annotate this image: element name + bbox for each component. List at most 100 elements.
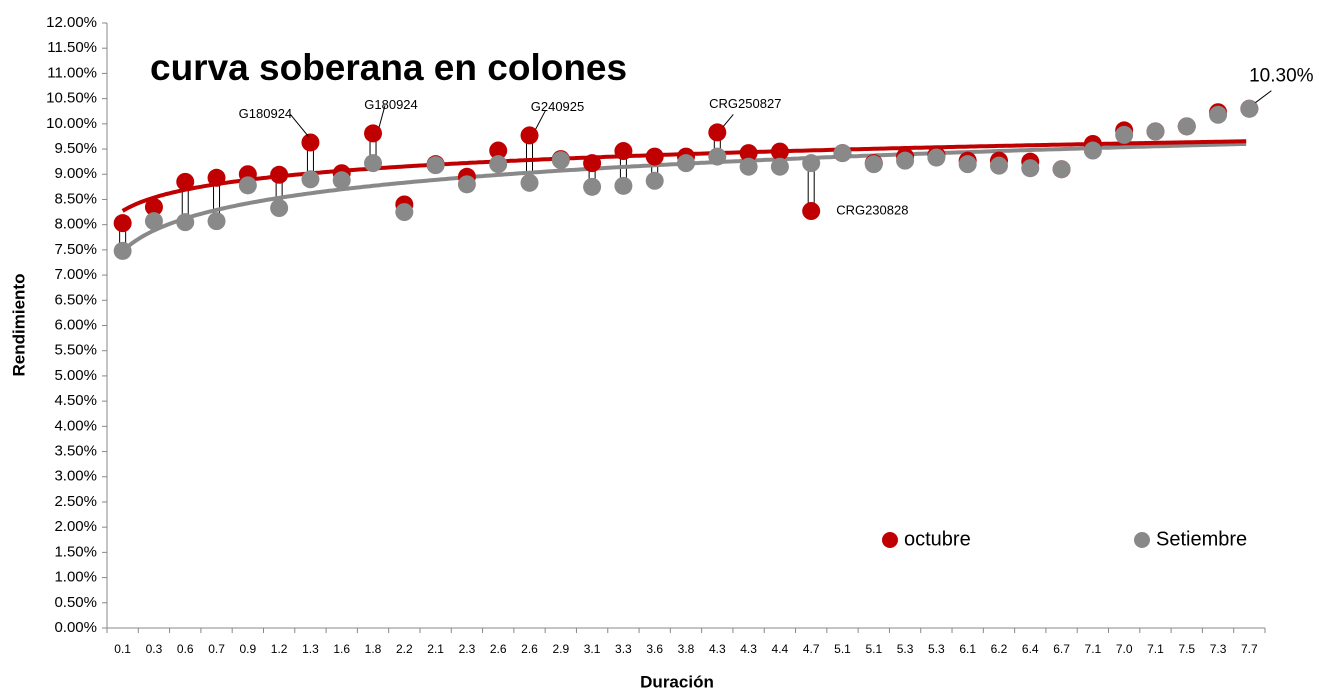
marker <box>364 124 383 143</box>
y-tick-label: 9.50% <box>54 140 97 157</box>
marker <box>1146 122 1165 141</box>
marker <box>1052 160 1071 179</box>
marker <box>113 241 132 260</box>
x-tick-label: 0.1 <box>114 642 131 656</box>
y-tick-label: 3.50% <box>54 443 97 460</box>
annotation: G240925 <box>531 99 585 114</box>
y-tick-label: 4.00% <box>54 417 97 434</box>
x-tick-label: 2.1 <box>427 642 444 656</box>
leader-line <box>535 110 546 130</box>
leader-line <box>290 114 309 137</box>
marker <box>833 144 852 163</box>
x-tick-label: 2.9 <box>552 642 569 656</box>
x-tick-label: 2.3 <box>459 642 476 656</box>
marker <box>708 123 727 142</box>
x-tick-label: 1.6 <box>333 642 350 656</box>
marker <box>802 154 821 173</box>
marker <box>645 147 664 166</box>
marker <box>270 199 289 218</box>
legend-label: Setiembre <box>1156 528 1247 550</box>
x-axis-title: Duración <box>640 672 714 691</box>
chart-title: curva soberana en colones <box>150 47 627 88</box>
marker <box>708 147 727 166</box>
x-tick-label: 6.1 <box>959 642 976 656</box>
marker <box>207 168 226 187</box>
y-tick-label: 6.00% <box>54 316 97 333</box>
marker <box>176 172 195 191</box>
x-tick-label: 4.3 <box>740 642 757 656</box>
x-tick-label: 6.4 <box>1022 642 1039 656</box>
x-tick-label: 5.1 <box>834 642 851 656</box>
marker <box>583 154 602 173</box>
x-tick-label: 7.0 <box>1116 642 1133 656</box>
marker <box>1177 117 1196 136</box>
marker <box>614 142 633 161</box>
y-tick-label: 12.00% <box>46 14 97 31</box>
annotation: CRG230828 <box>836 202 908 217</box>
x-tick-label: 3.1 <box>584 642 601 656</box>
y-tick-label: 0.00% <box>54 619 97 636</box>
marker <box>301 170 320 189</box>
leader-line <box>722 114 734 127</box>
marker <box>614 176 633 195</box>
marker <box>802 202 821 221</box>
marker <box>144 198 163 217</box>
y-tick-label: 3.00% <box>54 468 97 485</box>
y-tick-label: 2.50% <box>54 493 97 510</box>
y-tick-label: 9.00% <box>54 165 97 182</box>
x-tick-label: 5.3 <box>897 642 914 656</box>
x-tick-label: 7.7 <box>1241 642 1258 656</box>
x-tick-label: 4.4 <box>772 642 789 656</box>
marker <box>896 151 915 170</box>
y-tick-label: 10.00% <box>46 115 97 132</box>
x-tick-label: 0.9 <box>239 642 256 656</box>
marker <box>1083 141 1102 160</box>
annotation: CRG250827 <box>709 96 781 111</box>
x-tick-label: 1.3 <box>302 642 319 656</box>
x-tick-label: 3.8 <box>678 642 695 656</box>
x-tick-label: 7.3 <box>1210 642 1227 656</box>
y-tick-label: 5.00% <box>54 367 97 384</box>
marker <box>238 176 257 195</box>
y-tick-label: 11.50% <box>47 39 97 56</box>
x-tick-label: 1.2 <box>271 642 288 656</box>
leader-line <box>1255 90 1272 104</box>
marker <box>1021 159 1040 178</box>
y-axis-title: Rendimiento <box>9 274 28 377</box>
marker <box>645 171 664 190</box>
marker <box>113 214 132 233</box>
marker <box>520 173 539 192</box>
x-tick-label: 0.7 <box>208 642 225 656</box>
y-tick-label: 2.00% <box>54 518 97 535</box>
annotation: 10.30% <box>1249 66 1314 87</box>
marker <box>426 156 445 175</box>
marker <box>739 144 758 163</box>
x-tick-label: 6.7 <box>1053 642 1070 656</box>
y-tick-label: 1.00% <box>54 569 97 586</box>
annotation: G180924 <box>364 97 418 112</box>
marker <box>551 151 570 170</box>
marker <box>770 157 789 176</box>
marker <box>677 154 695 173</box>
x-tick-label: 7.5 <box>1178 642 1195 656</box>
x-tick-label: 7.1 <box>1085 642 1102 656</box>
y-tick-label: 7.50% <box>54 241 97 258</box>
marker <box>864 155 883 174</box>
marker <box>520 126 539 145</box>
marker <box>989 156 1008 175</box>
marker <box>395 203 414 222</box>
marker <box>1115 125 1134 144</box>
marker <box>489 155 508 174</box>
x-tick-label: 4.7 <box>803 642 820 656</box>
y-tick-label: 5.50% <box>54 342 97 359</box>
legend-label: octubre <box>904 528 971 550</box>
x-tick-label: 3.6 <box>646 642 663 656</box>
x-tick-label: 0.6 <box>177 642 194 656</box>
leader-line <box>378 105 386 128</box>
marker <box>332 171 351 190</box>
y-tick-label: 7.00% <box>54 266 97 283</box>
x-tick-label: 5.3 <box>928 642 945 656</box>
marker <box>301 133 320 152</box>
x-tick-label: 4.3 <box>709 642 726 656</box>
